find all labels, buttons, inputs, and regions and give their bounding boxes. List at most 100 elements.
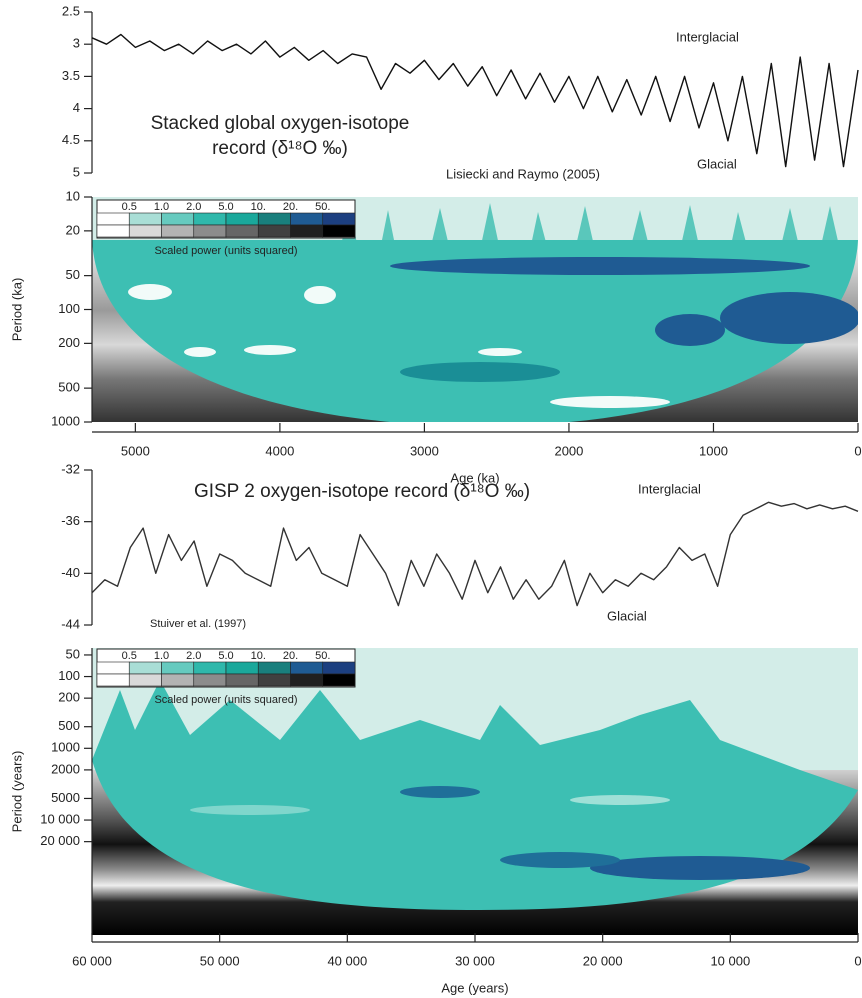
power-patch [655, 314, 725, 346]
legend-swatch [96, 661, 130, 675]
y-tick-label: 2000 [51, 761, 80, 776]
x-tick-label: 2000 [554, 443, 583, 458]
legend-swatch [257, 224, 291, 238]
legend-swatch [96, 224, 130, 238]
x-axis-label: Age (years) [441, 980, 508, 995]
legend-swatch [290, 661, 324, 675]
chart-title: Stacked global oxygen-isotope [151, 113, 410, 134]
legend-swatch [225, 212, 259, 226]
legend-swatch [225, 224, 259, 238]
y-tick-label: 5 [73, 164, 80, 179]
y-tick-label: 50 [66, 267, 80, 282]
x-tick-label: 60 000 [72, 953, 112, 968]
x-axis-label: Age (ka) [450, 470, 499, 485]
legend-swatch [225, 673, 259, 687]
annotation: Glacial [607, 608, 647, 623]
chart-title: GISP 2 oxygen-isotope record (δ¹⁸O ‰) [194, 481, 530, 502]
y-tick-label: 100 [58, 301, 80, 316]
low-power-patch [550, 396, 670, 408]
x-tick-label: 0 [854, 953, 861, 968]
y-tick-label: 3.5 [62, 68, 80, 83]
legend-swatch [128, 224, 162, 238]
legend-swatch [322, 212, 356, 226]
x-tick-label: 0 [854, 443, 861, 458]
y-tick-label: 20 000 [40, 833, 80, 848]
power-patch [390, 257, 810, 275]
low-power-patch [128, 284, 172, 300]
power-patch [400, 786, 480, 798]
legend-swatch [257, 661, 291, 675]
y-axis-label: Period (ka) [9, 278, 24, 342]
y-tick-label: 200 [58, 690, 80, 705]
legend-swatch [193, 212, 227, 226]
power-patch [590, 856, 810, 880]
x-tick-label: 50 000 [200, 953, 240, 968]
y-tick-label: 20 [66, 222, 80, 237]
legend-swatch [322, 661, 356, 675]
x-tick-label: 10 000 [710, 953, 750, 968]
annotation: Lisiecki and Raymo (2005) [446, 166, 600, 181]
y-tick-label: 5000 [51, 790, 80, 805]
low-power-patch [304, 286, 336, 304]
legend-level: 2.0 [186, 650, 201, 662]
legend-level: 10. [251, 201, 266, 213]
legend-swatch [225, 661, 259, 675]
y-tick-label: 1000 [51, 740, 80, 755]
annotation: Interglacial [638, 481, 701, 496]
x-tick-label: 4000 [265, 443, 294, 458]
legend-swatch [257, 212, 291, 226]
y-tick-label: 100 [58, 668, 80, 683]
legend-level: 1.0 [154, 650, 169, 662]
x-tick-label: 5000 [121, 443, 150, 458]
x-tick-label: 20 000 [583, 953, 623, 968]
chart-title: record (δ¹⁸O ‰) [212, 138, 348, 159]
wavelet-spectrum [92, 648, 858, 935]
legend-swatch [128, 212, 162, 226]
legend-swatch [161, 212, 195, 226]
wavelet-spectrum [92, 197, 858, 422]
legend-swatch [322, 673, 356, 687]
legend-swatch [193, 224, 227, 238]
y-tick-label: -40 [61, 565, 80, 580]
low-power-patch [478, 348, 522, 356]
legend-swatch [290, 224, 324, 238]
isotope-line [91, 33, 859, 168]
cone-of-influence [92, 680, 858, 910]
legend-swatch [290, 212, 324, 226]
legend-level: 20. [283, 650, 298, 662]
y-tick-label: 500 [58, 718, 80, 733]
y-tick-label: 200 [58, 335, 80, 350]
x-tick-label: 3000 [410, 443, 439, 458]
y-tick-label: 1000 [51, 413, 80, 428]
y-tick-label: 50 [66, 646, 80, 661]
legend-title: Scaled power (units squared) [154, 245, 297, 257]
low-power-patch [570, 795, 670, 805]
legend-level: 50. [315, 201, 330, 213]
annotation: Stuiver et al. (1997) [150, 618, 246, 630]
y-tick-label: -44 [61, 616, 80, 631]
legend-swatch [257, 673, 291, 687]
legend-level: 5.0 [218, 201, 233, 213]
y-tick-label: 10 000 [40, 811, 80, 826]
legend-swatch [193, 661, 227, 675]
legend-swatch [128, 661, 162, 675]
legend-swatch [96, 212, 130, 226]
y-tick-label: 4.5 [62, 132, 80, 147]
legend-swatch [322, 224, 356, 238]
low-power-patch [190, 805, 310, 815]
y-tick-label: 500 [58, 380, 80, 395]
legend-level: 2.0 [186, 201, 201, 213]
y-tick-label: 10 [66, 188, 80, 203]
x-tick-label: 1000 [699, 443, 728, 458]
legend-title: Scaled power (units squared) [154, 694, 297, 706]
legend-level: 0.5 [122, 650, 137, 662]
power-patch [500, 852, 620, 868]
legend-swatch [161, 661, 195, 675]
legend-swatch [128, 673, 162, 687]
cone-of-influence [92, 240, 858, 422]
power-patch [720, 292, 858, 344]
legend-swatch [290, 673, 324, 687]
annotation: Glacial [697, 156, 737, 171]
legend-swatch [161, 673, 195, 687]
legend-swatch [193, 673, 227, 687]
